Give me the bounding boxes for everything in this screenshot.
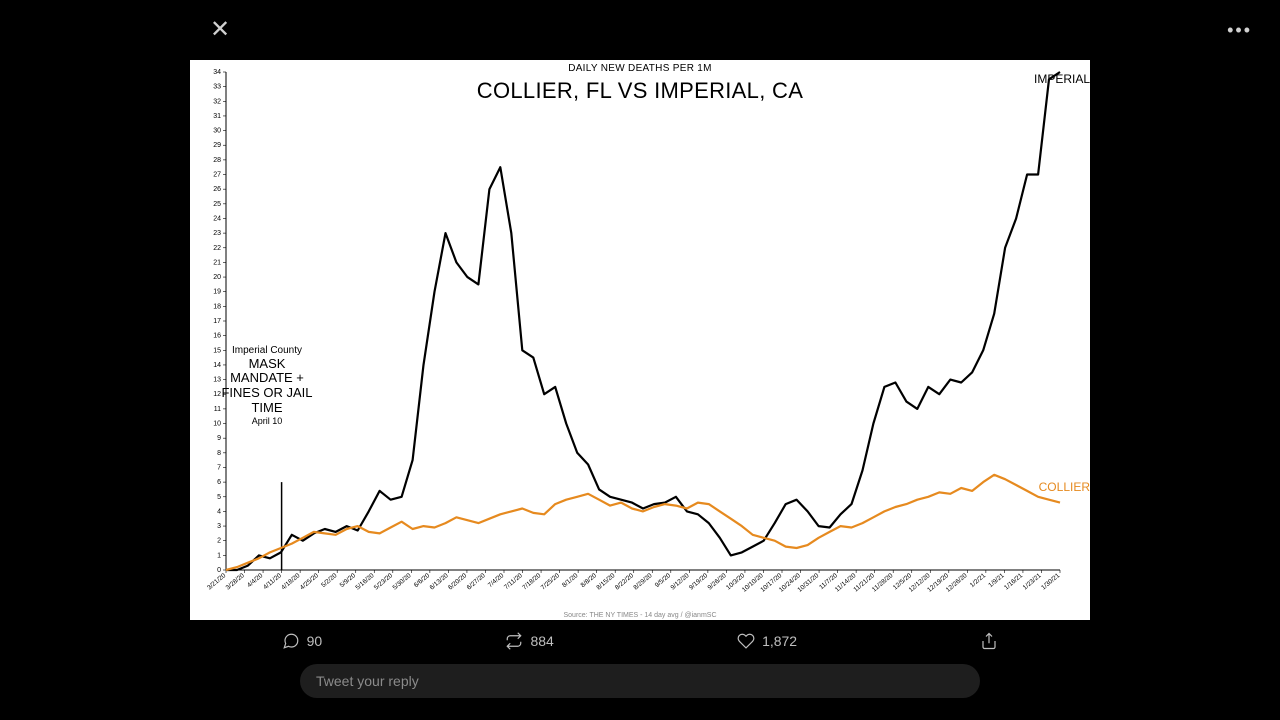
svg-text:7/11/20: 7/11/20 <box>503 572 524 591</box>
svg-text:21: 21 <box>213 259 221 266</box>
svg-text:1/2/21: 1/2/21 <box>969 572 988 589</box>
reply-icon <box>282 632 300 650</box>
chart-annotation: Imperial CountyMASKMANDATE +FINES OR JAI… <box>212 345 322 427</box>
svg-text:20: 20 <box>213 274 221 281</box>
svg-text:33: 33 <box>213 84 221 91</box>
svg-text:34: 34 <box>213 69 221 76</box>
svg-text:7/25/20: 7/25/20 <box>540 572 561 592</box>
reply-count: 90 <box>307 633 323 649</box>
svg-text:8/15/20: 8/15/20 <box>595 572 616 592</box>
svg-text:3: 3 <box>217 523 221 530</box>
more-options-icon[interactable]: ••• <box>1227 20 1252 41</box>
share-icon <box>980 632 998 650</box>
svg-text:5/2/20: 5/2/20 <box>320 572 339 589</box>
svg-text:3/21/20: 3/21/20 <box>206 572 227 592</box>
svg-text:29: 29 <box>213 142 221 149</box>
viewport: ✕ ••• DAILY NEW DEATHS PER 1M COLLIER, F… <box>0 0 1280 720</box>
svg-text:23: 23 <box>213 230 221 237</box>
svg-text:9: 9 <box>217 435 221 442</box>
svg-text:10/31/20: 10/31/20 <box>796 572 820 594</box>
series-label-imperial: IMPERIAL <box>1034 72 1090 86</box>
retweet-icon <box>505 632 523 650</box>
svg-text:5/30/20: 5/30/20 <box>392 572 413 592</box>
svg-text:9/12/20: 9/12/20 <box>670 572 691 592</box>
svg-text:8: 8 <box>217 450 221 457</box>
svg-text:7: 7 <box>217 464 221 471</box>
svg-text:31: 31 <box>213 113 221 120</box>
svg-text:7/18/20: 7/18/20 <box>521 572 542 592</box>
series-label-collier: COLLIER <box>1039 480 1090 494</box>
svg-text:11/28/20: 11/28/20 <box>871 572 895 594</box>
svg-text:4/11/20: 4/11/20 <box>262 572 283 591</box>
reply-button[interactable]: 90 <box>282 632 323 650</box>
reply-placeholder: Tweet your reply <box>316 673 419 689</box>
svg-text:24: 24 <box>213 215 221 222</box>
like-count: 1,872 <box>762 633 797 649</box>
tweet-action-bar: 90 884 1,872 <box>190 624 1090 658</box>
svg-text:8/29/20: 8/29/20 <box>632 572 653 592</box>
chart-image[interactable]: DAILY NEW DEATHS PER 1M COLLIER, FL VS I… <box>190 60 1090 620</box>
svg-text:27: 27 <box>213 172 221 179</box>
svg-text:1/16/21: 1/16/21 <box>1003 572 1024 592</box>
svg-text:9/19/20: 9/19/20 <box>688 572 709 592</box>
svg-text:4: 4 <box>217 508 221 515</box>
svg-text:25: 25 <box>213 201 221 208</box>
svg-text:32: 32 <box>213 98 221 105</box>
svg-text:28: 28 <box>213 157 221 164</box>
chart-svg: 0123456789101112131415161718192021222324… <box>190 60 1090 620</box>
heart-icon <box>737 632 755 650</box>
svg-text:2: 2 <box>217 538 221 545</box>
chart-source: Source: THE NY TIMES - 14 day avg / @ian… <box>190 612 1090 619</box>
svg-text:8/1/20: 8/1/20 <box>561 572 580 589</box>
close-icon[interactable]: ✕ <box>210 18 230 42</box>
svg-text:9/26/20: 9/26/20 <box>707 572 728 592</box>
svg-text:5: 5 <box>217 494 221 501</box>
svg-text:6/20/20: 6/20/20 <box>447 572 468 592</box>
share-button[interactable] <box>980 632 998 650</box>
reply-input[interactable]: Tweet your reply <box>300 664 980 698</box>
svg-text:16: 16 <box>213 333 221 340</box>
svg-text:22: 22 <box>213 245 221 252</box>
retweet-count: 884 <box>530 633 553 649</box>
svg-text:8/22/20: 8/22/20 <box>614 572 635 592</box>
svg-text:18: 18 <box>213 303 221 310</box>
svg-text:5/16/20: 5/16/20 <box>354 572 375 592</box>
svg-text:3/28/20: 3/28/20 <box>225 572 246 592</box>
top-bar: ✕ ••• <box>0 0 1280 60</box>
like-button[interactable]: 1,872 <box>737 632 797 650</box>
retweet-button[interactable]: 884 <box>505 632 553 650</box>
svg-text:26: 26 <box>213 186 221 193</box>
svg-text:6: 6 <box>217 479 221 486</box>
svg-text:6/27/20: 6/27/20 <box>466 572 487 592</box>
svg-text:19: 19 <box>213 289 221 296</box>
svg-text:30: 30 <box>213 128 221 135</box>
svg-text:12/26/20: 12/26/20 <box>945 572 969 594</box>
svg-text:1/30/21: 1/30/21 <box>1040 572 1061 592</box>
svg-text:1: 1 <box>217 552 221 559</box>
svg-text:6/13/20: 6/13/20 <box>429 572 450 592</box>
svg-text:4/25/20: 4/25/20 <box>299 572 320 592</box>
svg-text:5/23/20: 5/23/20 <box>373 572 394 592</box>
svg-text:1/23/21: 1/23/21 <box>1022 572 1043 592</box>
svg-text:4/18/20: 4/18/20 <box>280 572 301 592</box>
svg-text:17: 17 <box>213 318 221 325</box>
